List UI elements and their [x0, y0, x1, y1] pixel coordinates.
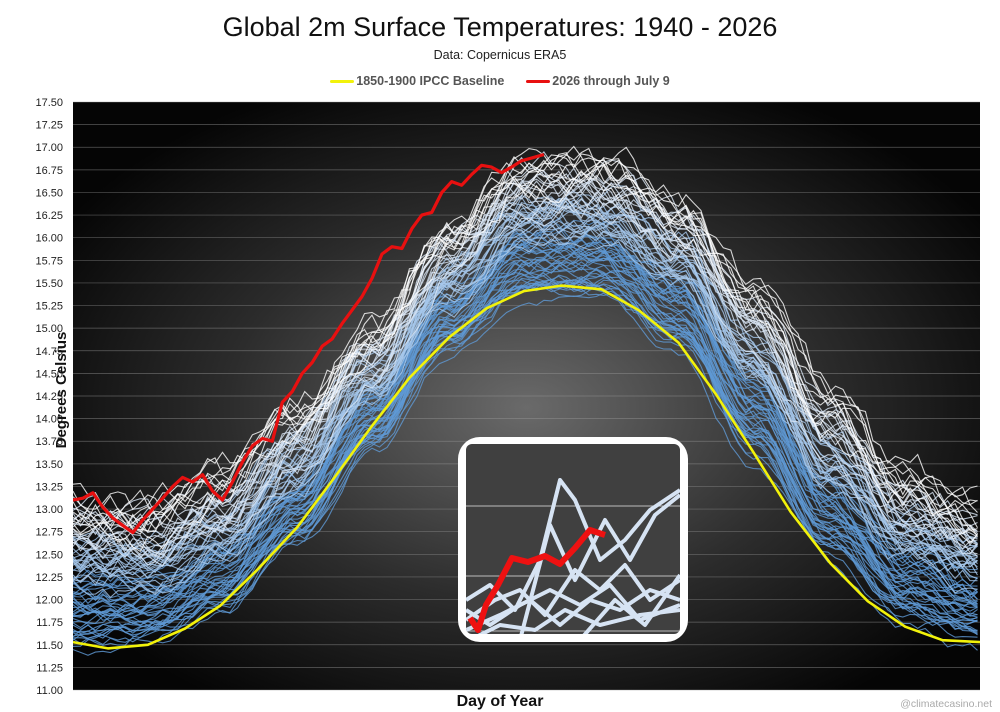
historical-year-line — [73, 220, 978, 586]
y-tick-label: 15.75 — [35, 255, 63, 267]
y-tick-label: 12.00 — [35, 595, 63, 607]
y-tick-label: 12.25 — [35, 572, 63, 584]
grid-lines — [73, 101, 980, 691]
current-year-line — [73, 152, 545, 535]
historical-years-band — [73, 145, 978, 656]
y-tick-label: 16.75 — [35, 165, 63, 177]
chart-subtitle: Data: Copernicus ERA5 — [433, 48, 567, 62]
historical-year-line — [73, 234, 978, 597]
historical-year-line — [73, 215, 978, 584]
y-tick-label: 12.50 — [35, 549, 63, 561]
historical-year-line — [73, 220, 978, 583]
historical-year-line — [73, 173, 978, 559]
inset-historical-line — [466, 563, 680, 622]
y-tick-label: 13.75 — [35, 436, 63, 448]
y-tick-label: 16.00 — [35, 233, 63, 245]
series-lines — [73, 152, 980, 650]
y-tick-label: 13.50 — [35, 459, 63, 471]
historical-year-line — [73, 250, 978, 623]
x-axis-label: Day of Year — [456, 693, 544, 710]
y-tick-label: 11.25 — [36, 662, 63, 674]
historical-year-line — [73, 170, 978, 551]
chart-title: Global 2m Surface Temperatures: 1940 - 2… — [222, 12, 778, 42]
legend: 1850-1900 IPCC Baseline 2026 through Jul… — [0, 74, 1000, 88]
historical-year-line — [73, 145, 978, 533]
baseline-line — [73, 284, 980, 650]
legend-entry-baseline: 1850-1900 IPCC Baseline — [330, 74, 504, 88]
legend-label-baseline: 1850-1900 IPCC Baseline — [356, 74, 505, 88]
y-axis-ticks: 11.00 11.25 11.50 11.75 12.00 12.25 12.50 12.75… — [35, 97, 63, 697]
inset-historical-line — [518, 493, 680, 634]
y-tick-label: 11.50 — [36, 640, 63, 652]
y-tick-label: 11.00 — [36, 685, 63, 697]
historical-year-line — [73, 284, 978, 638]
y-tick-label: 13.25 — [35, 481, 63, 493]
legend-swatch-baseline — [330, 79, 355, 83]
watermark: @climatecasino.net — [900, 698, 992, 710]
historical-year-line — [73, 226, 978, 580]
y-tick-label: 15.25 — [35, 301, 63, 313]
y-tick-label: 17.25 — [35, 120, 63, 132]
historical-year-line — [73, 196, 978, 570]
inset-historical-line — [469, 608, 680, 634]
historical-year-line — [73, 163, 978, 537]
historical-year-line — [73, 238, 978, 612]
historical-year-line — [73, 148, 978, 544]
historical-year-line — [73, 171, 978, 532]
y-tick-label: 14.50 — [35, 368, 63, 380]
historical-year-line — [73, 159, 978, 536]
historical-year-line — [73, 261, 978, 623]
historical-year-line — [73, 281, 978, 647]
y-axis-label: Degrees Celsius — [52, 331, 70, 449]
inset-background — [466, 444, 680, 634]
y-tick-label: 13.00 — [35, 504, 63, 516]
historical-year-line — [73, 260, 978, 615]
legend-swatch-current-year — [526, 79, 551, 83]
historical-year-line — [73, 162, 978, 534]
historical-year-line — [73, 256, 978, 610]
y-tick-label: 17.50 — [35, 97, 63, 109]
historical-year-line — [73, 249, 978, 620]
historical-year-line — [73, 167, 978, 543]
legend-label-current-year: 2026 through July 9 — [552, 74, 670, 88]
y-tick-label: 12.75 — [35, 527, 63, 539]
inset-historical-line — [578, 573, 680, 634]
historical-year-line — [73, 151, 978, 527]
y-tick-label: 15.50 — [35, 278, 63, 290]
y-tick-label: 11.75 — [36, 617, 63, 629]
historical-year-line — [73, 194, 978, 567]
y-tick-label: 14.75 — [35, 346, 63, 358]
y-tick-label: 16.25 — [35, 210, 63, 222]
historical-year-line — [73, 246, 978, 612]
y-tick-label: 14.00 — [35, 414, 63, 426]
zoom-inset — [458, 437, 688, 642]
historical-year-line — [73, 164, 978, 538]
legend-entry-current-year: 2026 through July 9 — [526, 74, 670, 88]
historical-year-line — [73, 261, 978, 629]
y-tick-label: 15.00 — [35, 323, 63, 335]
historical-year-line — [73, 275, 978, 646]
y-tick-label: 14.25 — [35, 391, 63, 403]
inset-plot — [466, 444, 680, 634]
inset-current-year-line — [467, 527, 606, 633]
y-tick-label: 16.50 — [35, 187, 63, 199]
y-tick-label: 17.00 — [35, 142, 63, 154]
